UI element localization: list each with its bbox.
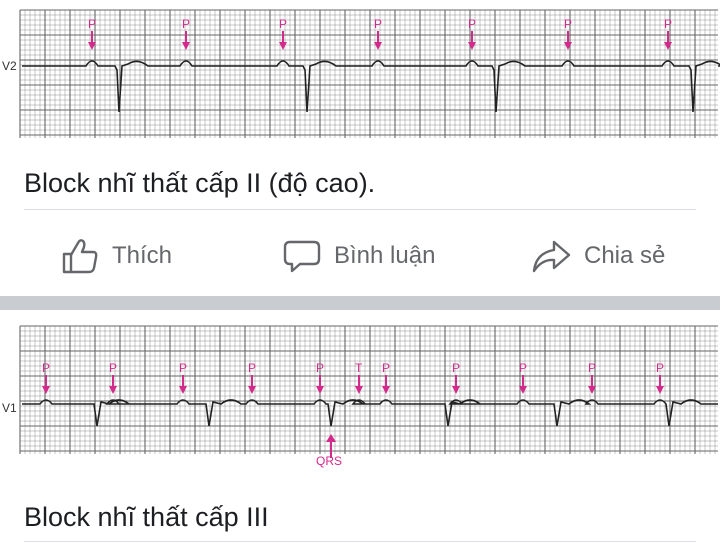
comment-icon <box>282 236 322 276</box>
marker-label: P <box>656 361 664 375</box>
marker-label: P <box>42 361 50 375</box>
share-arrow-icon <box>530 236 572 276</box>
marker-label: P <box>279 17 287 31</box>
divider <box>24 209 696 210</box>
post-caption: Block nhĩ thất cấp III <box>24 502 269 533</box>
post-caption: Block nhĩ thất cấp II (độ cao). <box>24 168 375 199</box>
marker-label: P <box>382 361 390 375</box>
marker-label: P <box>374 17 382 31</box>
marker-label: P <box>664 17 672 31</box>
marker-label: P <box>564 17 572 31</box>
lead-label: V2 <box>2 59 17 73</box>
feed-separator <box>0 296 720 310</box>
marker-label: P <box>452 361 460 375</box>
post-action-bar: Thích Bình luận Chia sẻ <box>0 232 720 282</box>
marker-label: T <box>355 361 363 375</box>
ecg-paper <box>20 10 718 138</box>
ecg-strip-block-av-2: P P P P P P P V2 <box>0 0 720 140</box>
marker-label: P <box>248 361 256 375</box>
like-button[interactable]: Thích <box>60 232 172 280</box>
share-label: Chia sẻ <box>584 242 665 270</box>
ecg-paper <box>20 326 718 454</box>
marker-label: P <box>468 17 476 31</box>
divider <box>24 541 696 542</box>
marker-label: P <box>519 361 527 375</box>
thumbs-up-icon <box>60 236 100 276</box>
share-button[interactable]: Chia sẻ <box>530 232 665 280</box>
marker-label: P <box>109 361 117 375</box>
comment-button[interactable]: Bình luận <box>282 232 435 280</box>
marker-label: P <box>316 361 324 375</box>
ecg-strip-block-av-3: P P P P P T P P P P P QRS V1 <box>0 318 720 473</box>
qrs-label: QRS <box>316 454 342 468</box>
like-label: Thích <box>112 242 172 270</box>
marker-label: P <box>182 17 190 31</box>
marker-label: P <box>588 361 596 375</box>
comment-label: Bình luận <box>334 242 435 270</box>
marker-label: P <box>179 361 187 375</box>
marker-label: P <box>88 17 96 31</box>
lead-label: V1 <box>2 401 17 415</box>
